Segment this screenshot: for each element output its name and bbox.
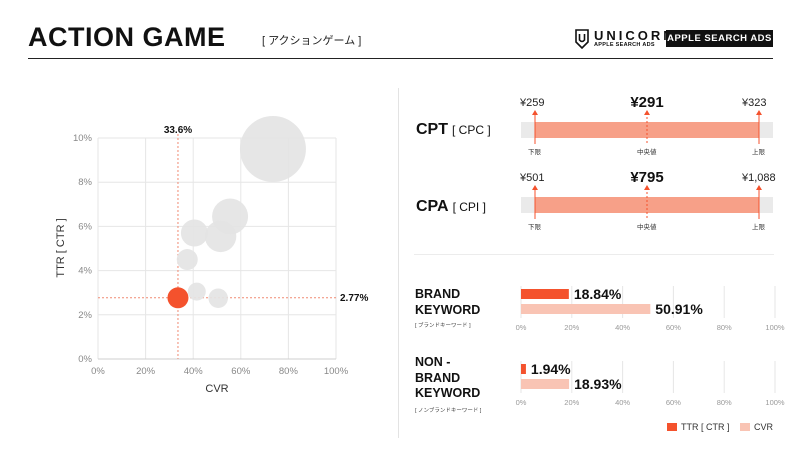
header-divider	[28, 58, 773, 59]
page-title: ACTION GAME	[28, 22, 226, 52]
legend-ttr-label: TTR [ CTR ]	[681, 422, 730, 432]
bar-tick-label: 80%	[717, 323, 732, 332]
bar-tick-label: 20%	[564, 323, 579, 332]
bar-value-label: 1.94%	[531, 361, 571, 377]
brand-subtitle: APPLE SEARCH ADS	[594, 42, 655, 48]
y-tick-label: 6%	[78, 221, 92, 232]
cpa-low-label: 下限	[528, 224, 541, 231]
cpt-markers	[532, 110, 762, 144]
cpt-title: CPT	[416, 121, 448, 138]
cpt-mid-arrow-icon	[644, 110, 650, 115]
x-tick-label: 0%	[91, 366, 105, 377]
x-tick-label: 60%	[231, 366, 251, 377]
brand-label-line2: KEYWORD	[415, 302, 481, 317]
y-tick-label: 8%	[78, 177, 92, 188]
cpa-high-price: ¥1,088	[742, 172, 776, 184]
bar-tick-label: 60%	[666, 323, 681, 332]
bar-tick-label: 0%	[516, 398, 527, 407]
scatter-point	[204, 220, 237, 253]
scatter-point	[239, 116, 306, 183]
cpa-high-label: 上限	[752, 224, 765, 231]
cpt-high-price: ¥323	[742, 97, 767, 109]
panel-divider	[398, 88, 399, 438]
y-tick-label: 4%	[78, 266, 92, 277]
unicorn-logo: UNICORN APPLE SEARCH ADS	[574, 28, 673, 50]
cpt-low-arrow-icon	[532, 110, 538, 115]
brand-keyword-subtitle: [ ブランドキーワード ]	[415, 323, 471, 329]
y-tick-label: 2%	[78, 310, 92, 321]
bar-tick-label: 20%	[564, 398, 579, 407]
bar-tick-label: 100%	[765, 323, 785, 332]
scatter-point	[176, 249, 198, 271]
bar-cvr	[521, 379, 570, 389]
legend-cvr-swatch	[740, 423, 750, 431]
scatter-chart: 0% 2% 4% 6% 8% 10% 0% 20% 40% 60% 80% 100% CVR TTR …	[55, 116, 368, 395]
bar-value-label: 50.91%	[655, 301, 703, 317]
cpa-low-price: ¥501	[520, 172, 545, 184]
scatter-x-axis-label: CVR	[205, 383, 228, 395]
bar-value-label: 18.93%	[574, 376, 622, 392]
nonbrand-label-line1: NON -	[415, 355, 451, 369]
brand-name: UNICORN	[594, 28, 676, 43]
bar-tick-label: 100%	[765, 398, 785, 407]
cpt-mid-price: ¥291	[630, 94, 664, 111]
y-tick-label: 10%	[73, 133, 93, 144]
x-tick-label: 100%	[324, 366, 349, 377]
scatter-point	[180, 219, 208, 247]
nonbrand-keyword-subtitle: [ ノンブランドキーワード ]	[415, 408, 482, 414]
scatter-point	[187, 282, 206, 301]
cpa-subtitle: [ CPI ]	[452, 200, 486, 214]
reference-x-label: 33.6%	[164, 125, 192, 136]
nonbrand-label-line3: KEYWORD	[415, 386, 481, 400]
bar-tick-label: 0%	[516, 323, 527, 332]
scatter-points	[167, 116, 306, 309]
cpt-label: CPT [ CPC ]	[416, 121, 491, 139]
bar-tick-label: 60%	[666, 398, 681, 407]
page-subtitle: [ アクションゲーム ]	[262, 35, 362, 47]
nonbrand-keyword-label: NON - BRAND KEYWORD	[415, 355, 480, 402]
cpt-low-price: ¥259	[520, 97, 545, 109]
scatter-reference-lines	[98, 134, 336, 359]
cpa-title: CPA	[416, 198, 449, 215]
cpa-low-arrow-icon	[532, 185, 538, 190]
cpa-mid-price: ¥795	[630, 169, 664, 186]
section-divider	[414, 254, 774, 255]
highlight-point	[167, 287, 189, 309]
cpa-label: CPA[ CPI ]	[416, 198, 486, 216]
scatter-y-axis-label: TTR [ CTR ]	[55, 218, 67, 277]
x-tick-label: 40%	[184, 366, 204, 377]
x-tick-label: 80%	[279, 366, 299, 377]
legend-cvr-label: CVR	[754, 422, 774, 432]
unicorn-logo-icon	[575, 29, 589, 49]
scatter-point	[208, 288, 228, 308]
cpt-subtitle: [ CPC ]	[452, 123, 491, 137]
cpa-high-arrow-icon	[756, 185, 762, 190]
brand-keyword-label: BRAND KEYWORD	[415, 287, 480, 318]
x-tick-label: 20%	[136, 366, 156, 377]
bar-tick-label: 40%	[615, 398, 630, 407]
cpa-mid-label: 中央値	[637, 224, 657, 231]
bar-value-label: 18.84%	[574, 286, 622, 302]
cpa-markers	[532, 185, 762, 219]
nonbrand-label-line2: BRAND	[415, 370, 461, 385]
brand-label-line1: BRAND	[415, 287, 461, 301]
nonbrand-bar-chart: 0% 20% 40% 60% 80% 100% 1.94%18.93%	[516, 361, 785, 407]
bar-tick-label: 40%	[615, 323, 630, 332]
cpt-mid-label: 中央値	[637, 149, 657, 156]
bar-ttr	[521, 289, 569, 299]
reference-y-label: 2.77%	[340, 293, 368, 304]
legend-ttr-swatch	[667, 423, 677, 431]
y-tick-label: 0%	[78, 354, 92, 365]
scatter-tick-labels: 0% 2% 4% 6% 8% 10% 0% 20% 40% 60% 80% 100%	[73, 133, 349, 377]
cpt-high-arrow-icon	[756, 110, 762, 115]
apple-search-ads-badge: APPLE SEARCH ADS	[666, 30, 773, 47]
bar-tick-label: 80%	[717, 398, 732, 407]
bar-cvr	[521, 304, 651, 314]
brand-bar-chart: 0% 20% 40% 60% 80% 100% 18.84% 50.91%	[516, 286, 785, 332]
cpt-low-label: 下限	[528, 149, 541, 156]
cpt-high-label: 上限	[752, 149, 765, 156]
bar-ttr	[521, 364, 526, 374]
cpa-mid-arrow-icon	[644, 185, 650, 190]
